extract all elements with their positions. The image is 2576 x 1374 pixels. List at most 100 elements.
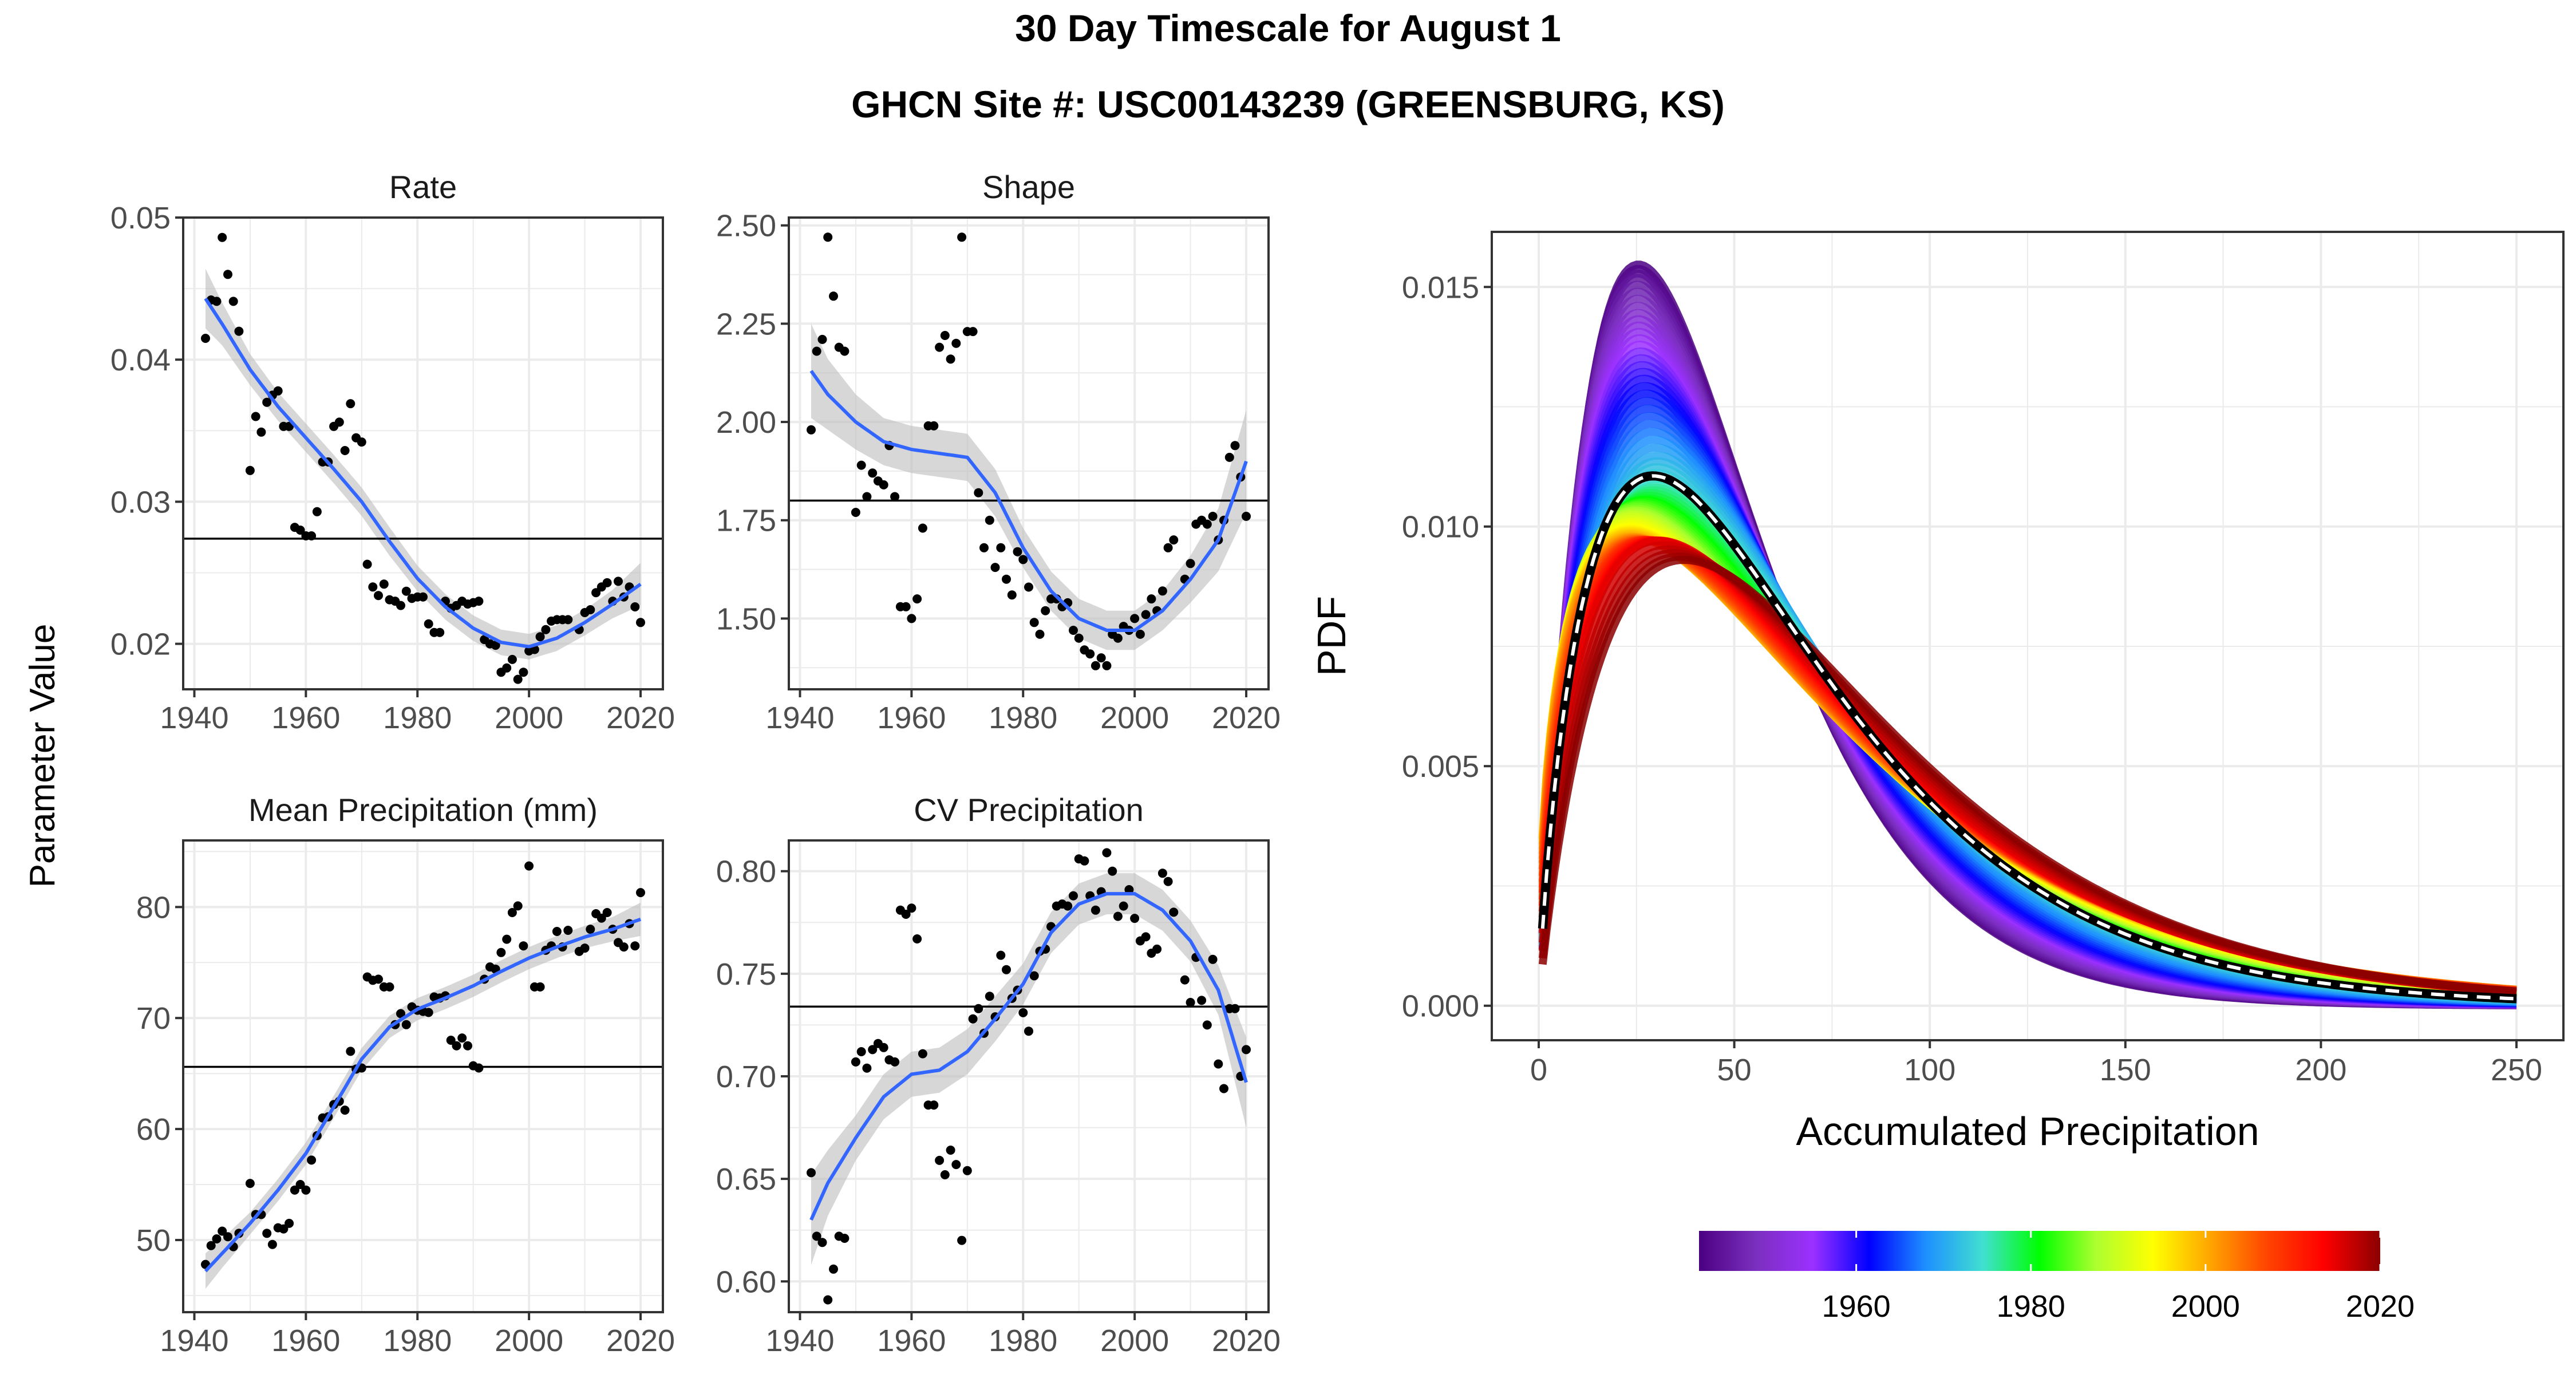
shape-point <box>890 492 900 502</box>
shape-point <box>879 480 888 489</box>
shape-point <box>940 331 950 340</box>
year-colorbar: 1960 1980 2000 2020 <box>1699 1231 2415 1324</box>
rate-point <box>396 601 405 610</box>
mean-precipitation-point <box>452 1041 461 1051</box>
shape-point <box>1007 590 1017 600</box>
colorbar-gradient <box>1699 1231 2380 1271</box>
cv-precipitation-point <box>962 1166 972 1175</box>
rate-point <box>519 668 528 677</box>
shape-x-tick-label: 1940 <box>765 701 834 735</box>
pdf-year-curve <box>1538 556 2517 996</box>
mean-precipitation-point <box>586 925 595 934</box>
rate-point <box>312 507 322 516</box>
shape-point <box>1102 661 1112 670</box>
rate-confidence-ribbon <box>206 269 641 660</box>
shape-y-tick-label: 1.50 <box>716 602 776 636</box>
mean-precipitation-y-tick-label: 60 <box>136 1112 171 1147</box>
cv-precipitation-point <box>1169 907 1179 917</box>
cv-precipitation-point <box>1219 1084 1228 1093</box>
shape-point <box>1069 626 1078 635</box>
rate-point <box>424 619 433 629</box>
mean-precipitation-point <box>307 1155 317 1165</box>
mean-precipitation-point <box>535 982 545 992</box>
shape-point <box>1163 543 1173 552</box>
mean-precipitation-point <box>519 941 528 951</box>
cv-precipitation-point <box>1163 876 1173 886</box>
shape-point <box>957 232 967 242</box>
shape-point <box>1157 586 1167 596</box>
shape-point <box>929 421 939 431</box>
cv-precipitation-point <box>807 1168 816 1178</box>
shape-point <box>1018 555 1028 564</box>
pdf-y-tick-label: 0.005 <box>1402 749 1479 784</box>
pdf-x-tick-label: 200 <box>2295 1053 2346 1087</box>
rate-x-tick-label: 2020 <box>606 701 675 735</box>
rate-point <box>379 579 389 589</box>
mean-precipitation-point <box>340 1105 350 1115</box>
mean-precipitation-point <box>502 934 512 944</box>
mean-precipitation-point <box>474 1063 484 1073</box>
cv-precipitation-point <box>1119 901 1128 911</box>
rate-point <box>374 591 383 601</box>
shape-point <box>951 338 961 348</box>
shape-point <box>946 354 955 364</box>
shape-point <box>996 543 1006 552</box>
rate-y-tick-label: 0.02 <box>110 627 171 662</box>
colorbar-tick-label: 1960 <box>1822 1289 1891 1324</box>
cv-precipitation-point <box>868 1045 878 1055</box>
cv-precipitation-point <box>1029 971 1039 981</box>
shape-point <box>1169 535 1179 545</box>
shape-point <box>901 602 911 611</box>
cv-precipitation-y-tick-label: 0.60 <box>716 1265 776 1299</box>
rate-panel: Rate 1940 1960 1980 2000 2020 0.02 0.03 0.04 0.05 <box>110 169 675 735</box>
pdf-y-axis-title: PDF <box>1309 596 1354 676</box>
cv-precipitation-point <box>1208 954 1218 964</box>
mean-precipitation-point <box>245 1179 255 1189</box>
shape-point <box>1147 594 1156 604</box>
mean-precipitation-point <box>218 1226 227 1236</box>
mean-precipitation-point <box>346 1047 355 1056</box>
cv-precipitation-confidence-ribbon <box>811 873 1246 1265</box>
shape-y-tick-label: 2.00 <box>716 405 776 440</box>
cv-precipitation-point <box>1024 1026 1033 1036</box>
cv-precipitation-point <box>890 1057 900 1067</box>
figure-title-line1: 30 Day Timescale for August 1 <box>1015 7 1561 49</box>
cv-precipitation-point <box>812 1231 821 1241</box>
cv-precipitation-x-tick-label: 2000 <box>1100 1324 1169 1358</box>
mean-precipitation-point <box>223 1232 232 1242</box>
mean-precipitation-point <box>295 1180 305 1189</box>
cv-precipitation-point <box>817 1238 827 1247</box>
mean-precipitation-point <box>507 908 517 917</box>
cv-precipitation-point <box>856 1047 866 1056</box>
cv-precipitation-x-tick-label: 1960 <box>877 1324 946 1358</box>
pdf-y-tick-label: 0.010 <box>1402 510 1479 544</box>
shape-point <box>935 342 945 352</box>
cv-precipitation-point <box>968 1014 978 1024</box>
mean-precipitation-point <box>396 1009 405 1018</box>
shape-point <box>1096 653 1106 663</box>
rate-y-tick-label: 0.04 <box>110 343 171 377</box>
rate-point <box>602 578 612 587</box>
mean-precipitation-x-tick-label: 2020 <box>606 1324 675 1358</box>
pdf-y-tick-label: 0.015 <box>1402 270 1479 305</box>
shape-panel: Shape 1940 1960 1980 2000 2020 1.50 1.75 2.00 2.2… <box>716 169 1281 735</box>
colorbar-tick-label: 2020 <box>2346 1289 2415 1324</box>
shape-point <box>912 594 922 604</box>
mean-precipitation-panel-title: Mean Precipitation (mm) <box>248 792 598 828</box>
shape-x-tick-label: 1960 <box>877 701 946 735</box>
cv-precipitation-point <box>974 1004 983 1013</box>
rate-point <box>218 232 227 242</box>
mean-precipitation-point <box>279 1224 289 1234</box>
colorbar-tick-label: 1980 <box>1997 1289 2065 1324</box>
shape-y-tick-label: 2.25 <box>716 307 776 341</box>
cv-precipitation-point <box>940 1170 950 1179</box>
shape-point <box>907 614 916 623</box>
rate-point <box>491 641 500 650</box>
rate-point <box>507 654 517 664</box>
pdf-x-tick-label: 100 <box>1904 1053 1955 1087</box>
mean-precipitation-point <box>513 901 523 911</box>
cv-precipitation-y-tick-label: 0.75 <box>716 957 776 992</box>
cv-precipitation-point <box>840 1234 850 1243</box>
rate-panel-border <box>182 216 664 690</box>
